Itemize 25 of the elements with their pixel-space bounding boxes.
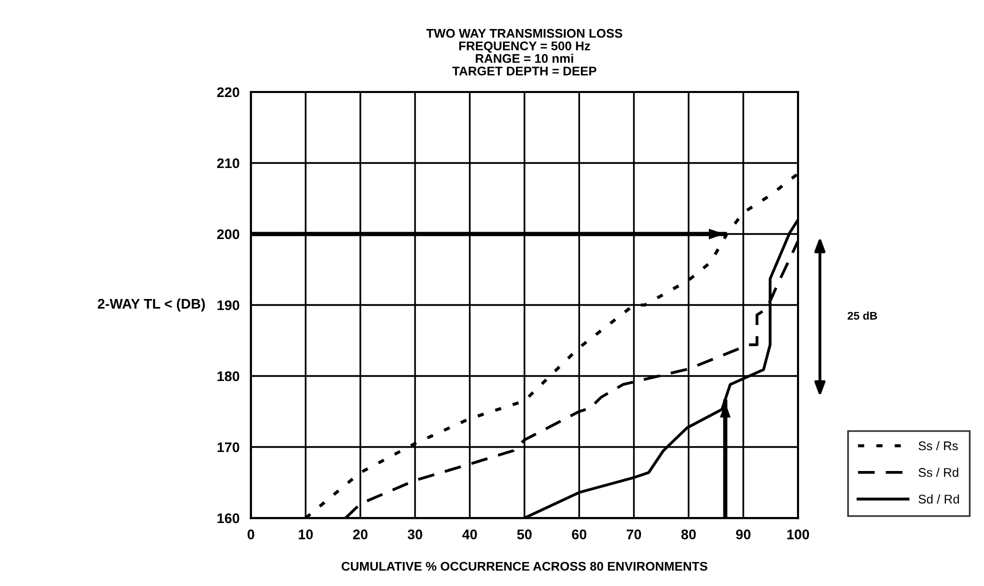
text: 25 dB xyxy=(848,312,878,320)
chart-title: TWO WAY TRANSMISSION LOSS FREQUENCY = 500 Hz RANGE = 10 nmi TARGET DEPTH = DEEP xyxy=(426,28,622,76)
x-tick-label: 100 xyxy=(787,530,810,540)
legend-label: Ss / Rs xyxy=(918,441,958,450)
x-tick-label: 20 xyxy=(353,530,368,540)
x-tick-label: 80 xyxy=(681,530,696,540)
legend-label: Ss / Rd xyxy=(918,468,958,477)
y-tick-label: 180 xyxy=(218,371,240,382)
y-tick-label: 200 xyxy=(217,229,240,240)
y-tick-label: 220 xyxy=(217,87,240,98)
y-tick-label: 160 xyxy=(218,513,240,524)
x-axis-title: CUMULATIVE % OCCURRENCE ACROSS 80 ENVIRONMENTS xyxy=(342,562,708,571)
x-tick-label: 70 xyxy=(626,530,642,540)
x-tick-label: 10 xyxy=(298,530,313,540)
x-tick-label: 60 xyxy=(572,530,586,540)
x-tick-label: 30 xyxy=(408,530,422,540)
y-tick-label: 170 xyxy=(218,442,240,452)
y-axis-title: 2-WAY TL < (DB) xyxy=(98,298,205,312)
y-tick-label: 210 xyxy=(217,158,240,168)
legend-label: Sd / Rd xyxy=(918,494,959,504)
x-tick-label: 40 xyxy=(462,530,477,540)
y-tick-label: 190 xyxy=(218,300,240,310)
x-tick-label: 90 xyxy=(736,530,750,540)
x-tick-label: 0 xyxy=(248,530,254,540)
x-tick-label: 50 xyxy=(517,530,532,540)
